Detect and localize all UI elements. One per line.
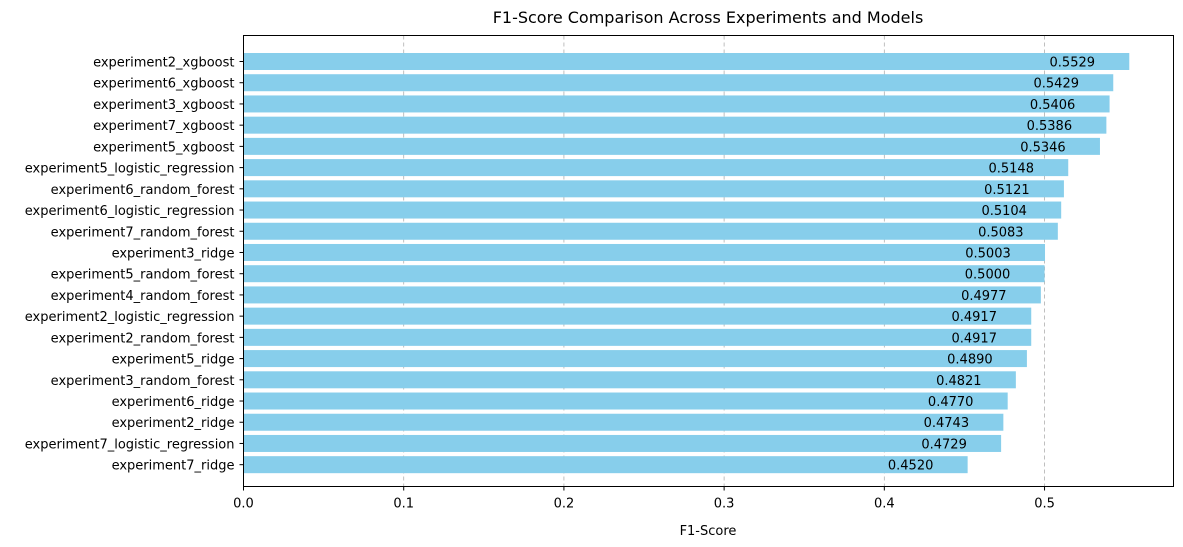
y-tick-label: experiment4_random_forest	[51, 289, 235, 304]
y-tick-label: experiment2_ridge	[112, 416, 235, 431]
value-label: 0.4729	[921, 437, 967, 452]
value-label: 0.4520	[888, 459, 934, 474]
y-tick-label: experiment7_ridge	[112, 459, 235, 474]
bar-experiment5_xgboost	[243, 137, 1100, 155]
value-label: 0.4917	[951, 331, 997, 346]
y-tick-label: experiment5_logistic_regression	[25, 162, 235, 177]
y-tick-label: experiment7_xgboost	[93, 119, 234, 134]
y-tick-label: experiment5_xgboost	[93, 140, 234, 155]
value-label: 0.5104	[981, 204, 1027, 219]
value-label: 0.5083	[978, 225, 1024, 240]
y-tick-label: experiment5_random_forest	[51, 268, 235, 283]
bar-experiment5_logistic_regression	[243, 159, 1069, 177]
bar-experiment3_xgboost	[243, 95, 1110, 113]
value-label: 0.5148	[988, 162, 1034, 177]
bar-experiment2_ridge	[243, 413, 1004, 431]
y-tick-label: experiment5_ridge	[112, 353, 235, 368]
x-axis-ticks: 0.0 0.1 0.2 0.3 0.4 0.5	[233, 486, 1055, 512]
bar-experiment6_random_forest	[243, 180, 1064, 198]
bar-experiment7_logistic_regression	[243, 434, 1002, 452]
bar-experiment6_xgboost	[243, 74, 1114, 92]
value-label: 0.5386	[1027, 119, 1073, 134]
grid-lines	[403, 35, 1045, 487]
bar-experiment7_xgboost	[243, 116, 1107, 134]
y-tick-label: experiment7_logistic_regression	[25, 437, 235, 452]
bar-experiment6_ridge	[243, 392, 1008, 410]
bar-experiment2_random_forest	[243, 328, 1032, 346]
chart-title: F1-Score Comparison Across Experiments a…	[493, 8, 924, 27]
y-tick-label: experiment6_random_forest	[51, 183, 235, 198]
y-tick-label: experiment6_xgboost	[93, 77, 234, 92]
bar-experiment6_logistic_regression	[243, 201, 1062, 219]
bars	[243, 53, 1130, 474]
bar-experiment5_ridge	[243, 350, 1027, 368]
value-label: 0.4890	[947, 353, 993, 368]
value-label: 0.4917	[951, 310, 997, 325]
y-axis-ticks: experiment2_xgboost experiment6_xgboostex…	[25, 56, 244, 474]
bar-experiment2_xgboost	[243, 53, 1130, 70]
bar-experiment4_random_forest	[243, 286, 1041, 304]
x-tick-label: 0.5	[1034, 497, 1055, 512]
value-label: 0.5529	[1050, 56, 1096, 71]
x-tick-label: 0.3	[714, 497, 735, 512]
x-tick-label: 0.1	[393, 497, 414, 512]
value-label: 0.5121	[984, 183, 1030, 198]
y-tick-label: experiment2_xgboost	[93, 56, 234, 71]
y-tick-label: experiment2_logistic_regression	[25, 310, 235, 325]
y-tick-label: experiment3_ridge	[112, 246, 235, 261]
value-label: 0.4821	[936, 374, 982, 389]
plot-frame	[243, 35, 1174, 487]
value-label: 0.5000	[965, 268, 1011, 283]
value-label: 0.5003	[965, 246, 1011, 261]
y-tick-label: experiment3_xgboost	[93, 98, 234, 113]
value-label: 0.4743	[924, 416, 970, 431]
x-axis-label: F1-Score	[680, 524, 737, 539]
x-tick-label: 0.4	[874, 497, 895, 512]
bar-experiment2_logistic_regression	[243, 307, 1032, 325]
value-label: 0.5429	[1034, 77, 1080, 92]
bar-experiment7_ridge	[243, 456, 968, 474]
x-tick-label: 0.0	[233, 497, 254, 512]
bar-experiment5_random_forest	[243, 265, 1045, 283]
bar-experiment7_random_forest	[243, 222, 1058, 240]
y-tick-label: experiment3_random_forest	[51, 374, 235, 389]
value-labels: 0.5529 0.5429 0.5406 0.5386 0.5346 0.5148 0.51…	[888, 56, 1095, 474]
y-tick-label: experiment2_random_forest	[51, 331, 235, 346]
y-tick-label: experiment6_logistic_regression	[25, 204, 235, 219]
y-tick-label: experiment7_random_forest	[51, 225, 235, 240]
y-tick-label: experiment6_ridge	[112, 395, 235, 410]
bar-experiment3_random_forest	[243, 371, 1016, 389]
value-label: 0.5406	[1030, 98, 1076, 113]
value-label: 0.4977	[961, 289, 1007, 304]
value-label: 0.5346	[1020, 140, 1066, 155]
bar-experiment3_ridge	[243, 243, 1046, 261]
x-tick-label: 0.2	[554, 497, 575, 512]
value-label: 0.4770	[928, 395, 974, 410]
